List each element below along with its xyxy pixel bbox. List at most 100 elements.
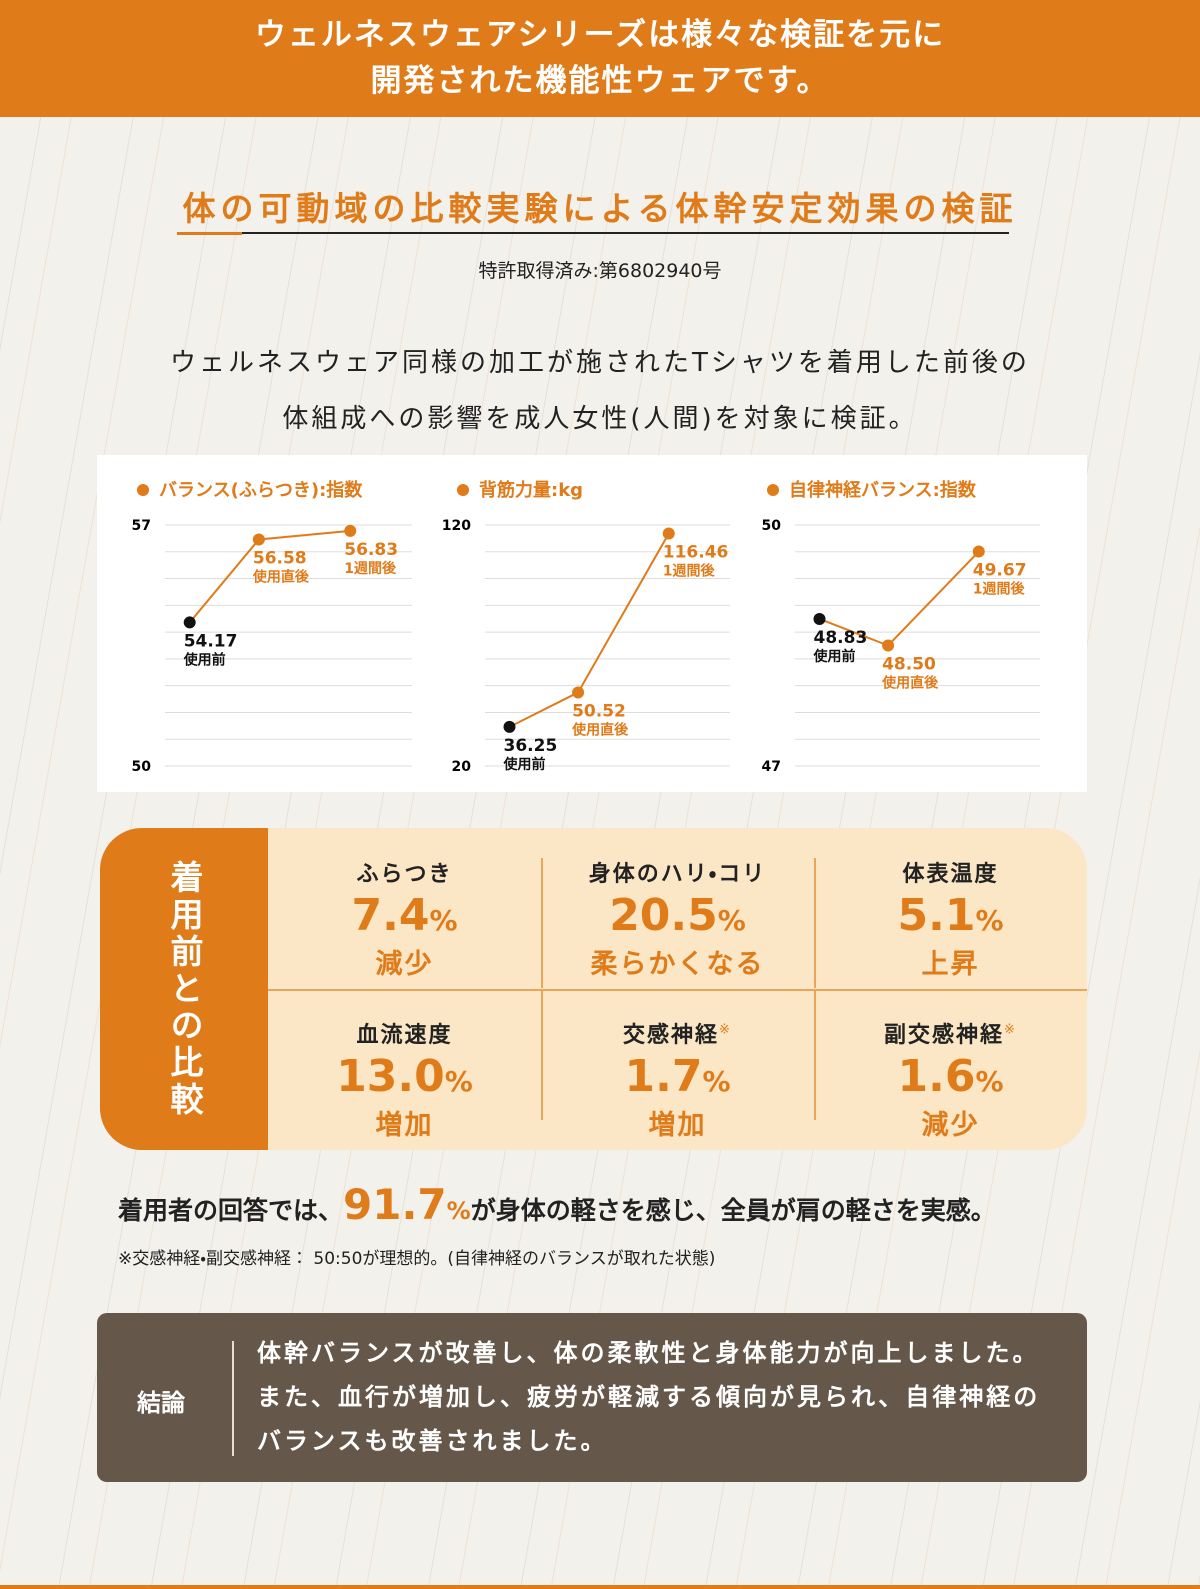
comparison-cell: 副交感神経※ 1.6% 減少 [814, 989, 1087, 1150]
item-unit: % [444, 1065, 473, 1098]
item-unit: % [975, 1065, 1004, 1098]
conclusion-line: バランスも改善されました。 [257, 1427, 608, 1455]
summary-tail: が身体の軽さを感じ、全員が肩の軽さを実感。 [470, 1196, 996, 1225]
comparison-cell: ふらつき 7.4% 減少 [268, 828, 541, 989]
comparison-cell: 交感神経※ 1.7% 増加 [541, 989, 814, 1150]
note-mark: ※ [719, 1022, 732, 1038]
value-label: 48.83 [814, 628, 868, 648]
point [662, 527, 675, 540]
y-tick-label: 47 [762, 759, 781, 775]
category-label: 使用直後 [252, 568, 310, 585]
item-name-text: 副交感神経 [884, 1023, 1005, 1048]
bottom-rule [0, 1585, 1200, 1589]
summary: 着用者の回答では、91.7%が身体の軽さを感じ、全員が肩の軽さを実感。 [118, 1180, 996, 1229]
side-label: 着用前との比較 [165, 859, 204, 1119]
item-number: 5.1 [897, 890, 976, 941]
item-name: 身体のハリ・コリ [541, 856, 814, 888]
legend-dot [137, 484, 149, 496]
value-label: 50.52 [572, 701, 626, 721]
item-effect: 上昇 [921, 949, 980, 980]
item-number: 1.7 [624, 1051, 703, 1102]
description-line: 体組成への影響を成人女性(人間)を対象に検証。 [282, 404, 918, 434]
item-number: 7.4 [351, 890, 430, 941]
y-tick-label: 57 [132, 518, 151, 534]
comparison-side: 着用前との比較 [100, 828, 268, 1150]
conclusion: 結論 体幹バランスが改善し、体の柔軟性と身体能力が向上しました。 また、血行が増… [97, 1313, 1087, 1482]
value-label: 36.25 [504, 736, 558, 756]
category-label: 使用前 [503, 756, 546, 773]
summary-lead: 着用者の回答では、 [118, 1196, 344, 1225]
y-tick-label: 50 [132, 759, 152, 775]
item-name-text: 身体のハリ・コリ [588, 862, 767, 887]
item-name-text: 体表温度 [902, 862, 999, 887]
point [344, 524, 357, 537]
value-label: 48.50 [882, 655, 936, 675]
cell-divider [268, 989, 1087, 991]
y-tick-label: 120 [442, 518, 471, 534]
charts: バランス(ふらつき):指数505754.17使用前56.58使用直後56.831… [132, 479, 1040, 775]
header-line: ウェルネスウェアシリーズは様々な検証を元に [254, 17, 946, 53]
cell-divider [814, 990, 816, 1120]
point [972, 545, 985, 558]
comparison: 着用前との比較 ふらつき 7.4% 減少 身体のハリ・コリ 20.5% 柔らかくなる 体表温… [100, 828, 1087, 1150]
item-unit: % [429, 904, 458, 937]
item-effect: 増加 [375, 1110, 434, 1141]
conclusion-line: また、血行が増加し、疲労が軽減する傾向が見られ、自律神経の [257, 1383, 1041, 1411]
section-title: 体の可動域の比較実験による体幹安定効果の検証 [182, 189, 1018, 228]
conclusion-text: 体幹バランスが改善し、体の柔軟性と身体能力が向上しました。 また、血行が増加し、… [257, 1331, 1040, 1463]
item-name-text: 交感神経 [623, 1023, 720, 1048]
item-name: 交感神経※ [541, 1017, 814, 1049]
item-name: ふらつき [268, 856, 541, 888]
value-label: 56.83 [344, 540, 398, 560]
note: ※交感神経・副交感神経： 50:50が理想的。(自律神経のバランスが取れた状態) [118, 1249, 716, 1269]
point [252, 533, 265, 546]
point [813, 612, 826, 625]
line [509, 533, 670, 728]
item-name: 体表温度 [814, 856, 1087, 888]
item-effect: 柔らかくなる [590, 949, 765, 980]
item-value: 20.5% [541, 890, 814, 941]
item-effect: 減少 [921, 1110, 980, 1141]
item-unit: % [975, 904, 1004, 937]
comparison-cell: 身体のハリ・コリ 20.5% 柔らかくなる [541, 828, 814, 989]
category-label: 1週間後 [973, 581, 1026, 598]
comparison-cell: 血流速度 13.0% 増加 [268, 989, 541, 1150]
header-line: 開発された機能性ウェアです。 [370, 63, 830, 99]
item-unit: % [702, 1065, 731, 1098]
description-line: ウェルネスウェア同様の加工が施されたTシャツを着用した前後の [170, 348, 1030, 378]
value-label: 49.67 [973, 561, 1027, 581]
category-label: 1週間後 [344, 560, 397, 577]
y-tick-label: 20 [452, 759, 472, 775]
item-number: 13.0 [336, 1051, 445, 1102]
underline [177, 232, 242, 235]
item-number: 20.5 [609, 890, 718, 941]
value-label: 56.58 [253, 548, 307, 568]
note-mark: ※ [1004, 1022, 1017, 1038]
cell-divider [541, 858, 543, 988]
item-name: 血流速度 [268, 1017, 541, 1049]
item-effect: 減少 [375, 949, 434, 980]
chart-title: 背筋力量:kg [479, 479, 583, 501]
point [572, 686, 585, 699]
category-label: 使用直後 [881, 675, 939, 692]
category-label: 使用直後 [571, 721, 629, 738]
chart-panel: バランス(ふらつき):指数 50 57 54.17 使用前 56.58 使用直後 56.83 1… [97, 455, 1087, 792]
item-number: 1.6 [897, 1051, 976, 1102]
cell-divider [541, 990, 543, 1120]
item-value: 1.6% [814, 1051, 1087, 1102]
item-value: 1.7% [541, 1051, 814, 1102]
y-tick-label: 50 [762, 518, 782, 534]
item-name-text: 血流速度 [356, 1023, 453, 1048]
summary-highlight: 91.7 [343, 1180, 447, 1229]
item-effect: 増加 [648, 1110, 707, 1141]
category-label: 1週間後 [663, 563, 716, 580]
item-unit: % [717, 904, 746, 937]
item-value: 13.0% [268, 1051, 541, 1102]
category-label: 使用前 [813, 648, 856, 665]
chart-title: 自律神経バランス:指数 [789, 479, 977, 501]
value-label: 116.46 [663, 543, 729, 563]
divider [232, 1341, 234, 1456]
legend-dot [457, 484, 469, 496]
legend-dot [767, 484, 779, 496]
